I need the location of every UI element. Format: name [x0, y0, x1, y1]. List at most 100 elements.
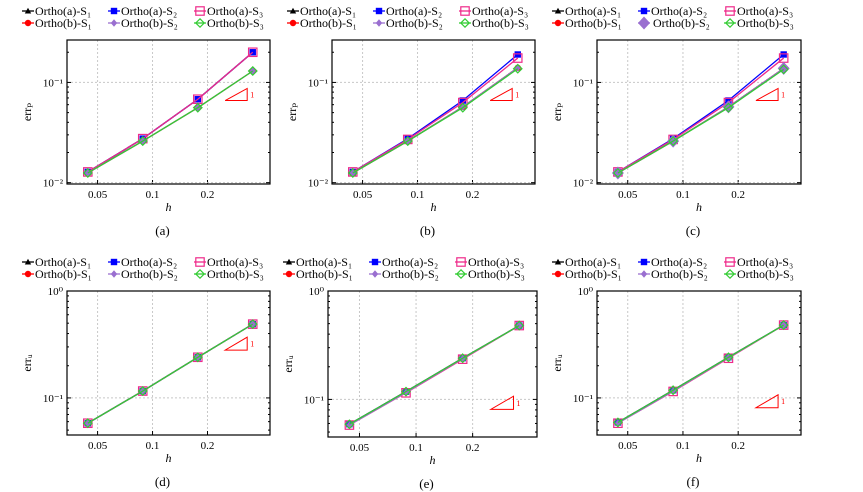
legend-label: Ortho(a)-S₃ [207, 4, 263, 18]
data-point [514, 320, 525, 331]
legend-marker-icon [640, 7, 648, 15]
legend-marker-icon [110, 7, 118, 15]
data-point [459, 97, 467, 104]
y-tick-label: 10⁻² [573, 178, 594, 190]
x-axis-label: h [431, 200, 437, 214]
legend-marker-icon [554, 270, 562, 278]
panel-caption: (d) [155, 474, 170, 489]
data-point [668, 136, 679, 147]
slope-label: 1 [250, 340, 254, 349]
x-tick-label: 0.05 [88, 440, 108, 452]
series-5 [612, 320, 789, 428]
subplot-d: Ortho(a)-S₁ Ortho(a)-S₂ Ortho(a)-S₃Ortho(b… [20, 255, 271, 489]
series-line [87, 323, 254, 424]
data-point [512, 53, 523, 63]
legend-marker-icon [640, 270, 648, 278]
legend-marker-icon [554, 19, 562, 27]
x-tick-label: 0.1 [676, 189, 690, 201]
y-tick-label: 10⁻² [43, 178, 64, 190]
data-point [780, 51, 787, 58]
data-point [247, 47, 258, 58]
panel-caption: (b) [420, 223, 435, 238]
data-point [401, 388, 411, 398]
legend-item: Ortho(a)-S₁ [552, 255, 621, 269]
y-tick-label: 10⁻¹ [573, 393, 593, 405]
y-tick-label: 10⁻² [308, 178, 329, 190]
series-line [352, 57, 519, 173]
x-tick-label: 0.2 [201, 440, 215, 452]
legend-label: Ortho(b)-S₃ [737, 267, 794, 281]
y-tick-label: 10⁻¹ [573, 77, 593, 89]
data-point [137, 136, 148, 147]
data-point [247, 319, 258, 330]
legend-item: Ortho(b)-S₁ [552, 16, 622, 30]
legend-item: Ortho(a)-S₂ [108, 255, 177, 269]
legend-marker-icon [24, 19, 32, 27]
legend-item: Ortho(a)-S₃ [459, 4, 528, 18]
legend: Ortho(a)-S₁ Ortho(a)-S₂ Ortho(a)-S₃Ortho(b… [22, 4, 264, 30]
legend-item: Ortho(a)-S₁ [22, 4, 91, 18]
legend-item: Ortho(a)-S₂ [369, 255, 438, 269]
x-axis-label: h [696, 451, 702, 465]
legend-item: Ortho(b)-S₃ [724, 16, 794, 30]
series-line [352, 53, 519, 173]
legend-item: Ortho(b)-S₁ [22, 267, 92, 281]
legend-marker-icon [285, 270, 293, 278]
data-point [457, 353, 468, 364]
data-point [192, 102, 203, 113]
y-tick-label: 10⁰ [578, 286, 594, 298]
x-tick-label: 0.1 [146, 440, 160, 452]
slope-label: 1 [781, 397, 785, 406]
x-tick-label: 0.2 [731, 440, 745, 452]
y-axis-label: errᵤ [550, 354, 564, 371]
subplot-b: Ortho(a)-S₁ Ortho(a)-S₂ Ortho(a)-S₃Ortho(b… [285, 4, 536, 238]
legend-label: Ortho(b)-S₁ [565, 267, 622, 281]
legend-item: Ortho(b)-S₃ [194, 16, 264, 30]
series-1 [614, 51, 787, 176]
legend-label: Ortho(a)-S₃ [207, 255, 263, 269]
legend-marker-icon [24, 270, 32, 278]
data-point [723, 352, 734, 363]
legend: Ortho(a)-S₁ Ortho(a)-S₂ Ortho(a)-S₃Ortho(b… [22, 255, 264, 281]
legend-label: Ortho(a)-S₃ [737, 4, 793, 18]
legend-marker-icon [195, 257, 205, 267]
data-point [668, 386, 678, 397]
slope-triangle [224, 87, 248, 102]
series-line [87, 51, 254, 173]
data-point [402, 136, 413, 147]
legend-marker-icon [194, 268, 206, 280]
legend-marker-icon [455, 268, 467, 280]
legend-marker-icon [289, 7, 297, 14]
subplot-f: Ortho(a)-S₁ Ortho(a)-S₂ Ortho(a)-S₃Ortho(b… [550, 255, 802, 489]
legend-label: Ortho(b)-S₃ [737, 16, 794, 30]
slope-triangle [489, 87, 513, 102]
legend-label: Ortho(a)-S₃ [737, 255, 793, 269]
legend-marker-icon [24, 7, 32, 14]
legend-marker-icon [371, 258, 379, 266]
y-axis-label: errₚ [550, 103, 564, 121]
y-axis-label: errₚ [285, 103, 299, 121]
legend: Ortho(a)-S₁ Ortho(a)-S₂ Ortho(a)-S₃Ortho(b… [552, 255, 794, 281]
legend-marker-icon [375, 19, 383, 27]
x-tick-label: 0.2 [201, 189, 215, 201]
slope-triangle [223, 336, 248, 351]
legend-item: Ortho(a)-S₃ [724, 4, 793, 18]
x-axis-label: h [166, 451, 172, 465]
y-tick-label: 10⁻¹ [43, 393, 63, 405]
legend-marker-icon [456, 257, 466, 267]
legend-item: Ortho(b)-S₃ [455, 267, 525, 281]
data-point [723, 102, 734, 113]
legend-label: Ortho(b)-S₁ [35, 16, 92, 30]
legend-label: Ortho(a)-S₁ [35, 4, 91, 18]
series-line [352, 68, 519, 174]
plot-frame [327, 290, 538, 438]
legend-marker-icon [460, 6, 470, 16]
legend-label: Ortho(b)-S₃ [468, 267, 525, 281]
legend-label: Ortho(b)-S₂ [653, 16, 710, 30]
legend-marker-icon [285, 258, 293, 265]
legend-item: Ortho(b)-S₂ [108, 16, 178, 30]
legend-label: Ortho(b)-S₃ [472, 16, 529, 30]
legend-label: Ortho(a)-S₃ [472, 4, 528, 18]
panel-caption: (f) [687, 474, 700, 489]
